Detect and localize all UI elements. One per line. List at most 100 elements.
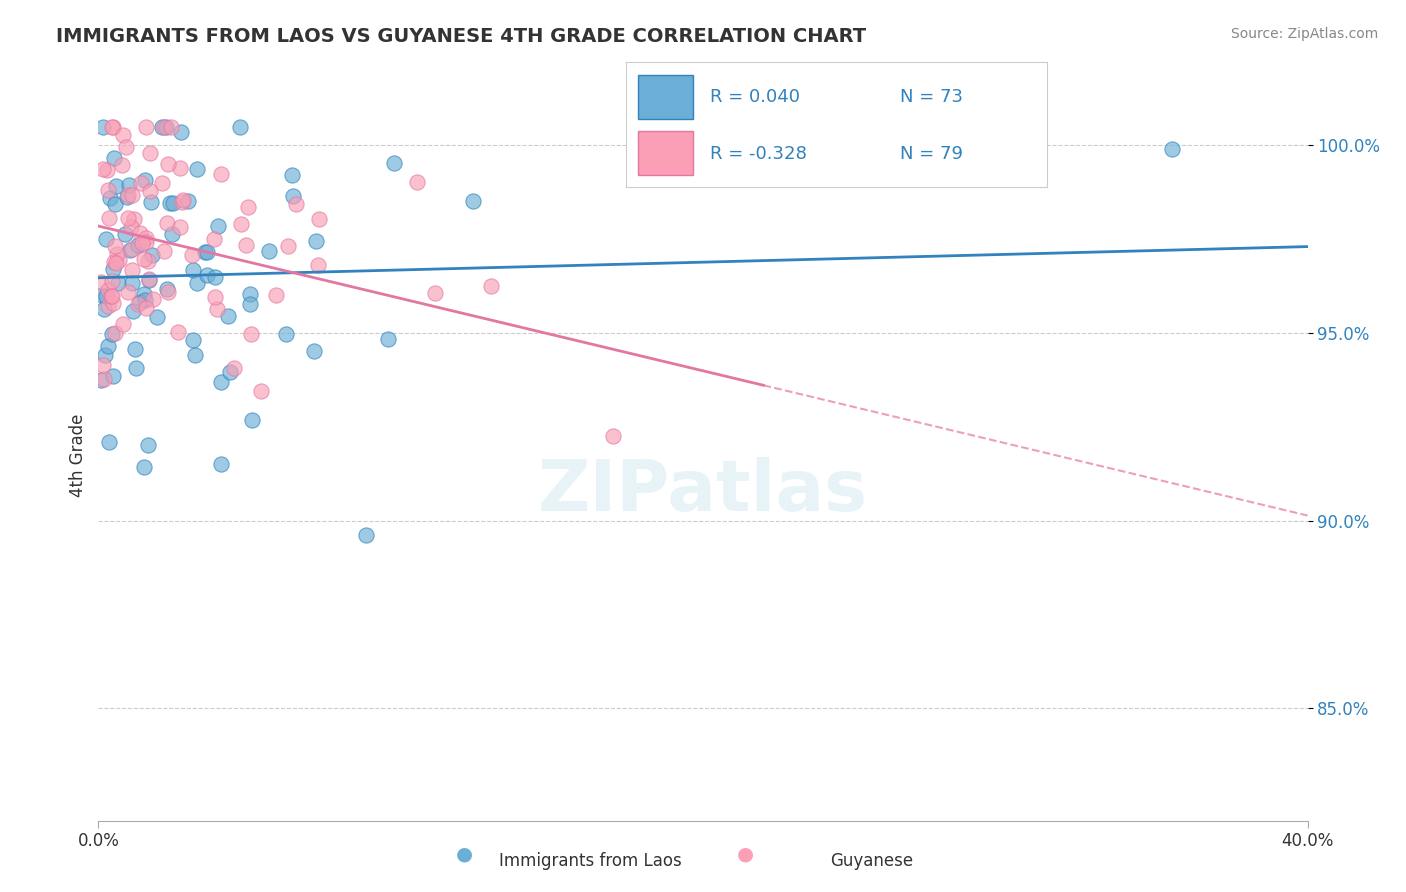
- Point: [181, 263, 204, 277]
- Point: [122, 212, 145, 227]
- Text: N = 79: N = 79: [900, 145, 963, 162]
- Point: [276, 327, 298, 342]
- Point: [129, 295, 152, 310]
- Text: R = 0.040: R = 0.040: [710, 88, 800, 106]
- Point: [117, 188, 139, 202]
- Point: [141, 248, 163, 262]
- Point: [93, 120, 115, 134]
- Point: [156, 156, 179, 170]
- Point: [114, 227, 136, 241]
- Point: [239, 287, 262, 301]
- Point: [207, 219, 229, 233]
- Point: [103, 120, 125, 134]
- Point: [100, 191, 122, 205]
- Point: [461, 194, 484, 208]
- Point: [194, 244, 217, 259]
- Point: [204, 232, 226, 246]
- Point: [146, 310, 169, 324]
- Point: [135, 231, 157, 245]
- Point: [105, 179, 128, 194]
- Point: [111, 318, 134, 332]
- Point: [121, 263, 143, 277]
- Point: [129, 176, 152, 190]
- Point: [177, 194, 200, 209]
- Point: [105, 256, 128, 270]
- Point: [115, 190, 138, 204]
- Point: [97, 184, 120, 198]
- Point: [131, 236, 153, 251]
- Text: N = 73: N = 73: [900, 88, 963, 106]
- Point: [156, 285, 179, 299]
- Text: ZIPatlas: ZIPatlas: [538, 457, 868, 526]
- Point: [152, 244, 174, 258]
- Point: [235, 238, 257, 252]
- Point: [156, 283, 179, 297]
- Point: [118, 178, 141, 192]
- Point: [217, 309, 239, 323]
- Point: [136, 438, 159, 452]
- Point: [425, 285, 447, 300]
- Point: [204, 290, 226, 304]
- Point: [120, 244, 142, 258]
- Point: [1160, 142, 1182, 156]
- Text: R = -0.328: R = -0.328: [710, 145, 807, 162]
- Point: [97, 299, 120, 313]
- Point: [97, 283, 120, 297]
- Point: [135, 120, 157, 134]
- Point: [104, 197, 127, 211]
- Point: [98, 211, 121, 226]
- Text: Immigrants from Laos: Immigrants from Laos: [499, 852, 682, 870]
- Point: [91, 358, 114, 372]
- Point: [90, 275, 112, 289]
- Point: [139, 146, 162, 161]
- Point: [91, 288, 114, 302]
- Point: [132, 252, 155, 266]
- Point: [100, 289, 122, 303]
- Point: [159, 120, 181, 134]
- Point: [186, 161, 208, 176]
- Point: [111, 157, 134, 171]
- Point: [181, 333, 204, 347]
- Point: [170, 194, 193, 209]
- Point: [138, 273, 160, 287]
- Point: [479, 279, 502, 293]
- Point: [159, 195, 181, 210]
- Point: [229, 217, 252, 231]
- Point: [249, 384, 271, 399]
- Point: [219, 365, 242, 379]
- Y-axis label: 4th Grade: 4th Grade: [69, 413, 87, 497]
- Point: [377, 332, 399, 346]
- Point: [100, 120, 122, 134]
- Point: [405, 175, 427, 189]
- Point: [96, 163, 118, 178]
- Point: [142, 292, 165, 306]
- Point: [162, 196, 184, 211]
- Point: [156, 216, 179, 230]
- Point: [242, 412, 264, 426]
- Point: [195, 245, 218, 260]
- Point: [209, 167, 232, 181]
- Point: [121, 219, 143, 234]
- Point: [229, 120, 252, 134]
- Point: [107, 252, 129, 267]
- Point: [186, 276, 208, 290]
- Point: [125, 361, 148, 376]
- Text: ●: ●: [737, 845, 754, 863]
- Point: [96, 338, 118, 352]
- Point: [138, 272, 160, 286]
- Point: [209, 375, 232, 389]
- Point: [127, 297, 149, 311]
- Point: [354, 528, 377, 542]
- Point: [124, 343, 146, 357]
- Point: [135, 235, 157, 250]
- Point: [281, 168, 304, 182]
- Point: [167, 325, 190, 339]
- Text: ●: ●: [456, 845, 472, 863]
- Point: [134, 173, 156, 187]
- Point: [240, 327, 263, 342]
- Point: [103, 151, 125, 165]
- Point: [127, 238, 149, 252]
- FancyBboxPatch shape: [638, 131, 693, 175]
- Point: [98, 434, 121, 449]
- Point: [100, 289, 122, 303]
